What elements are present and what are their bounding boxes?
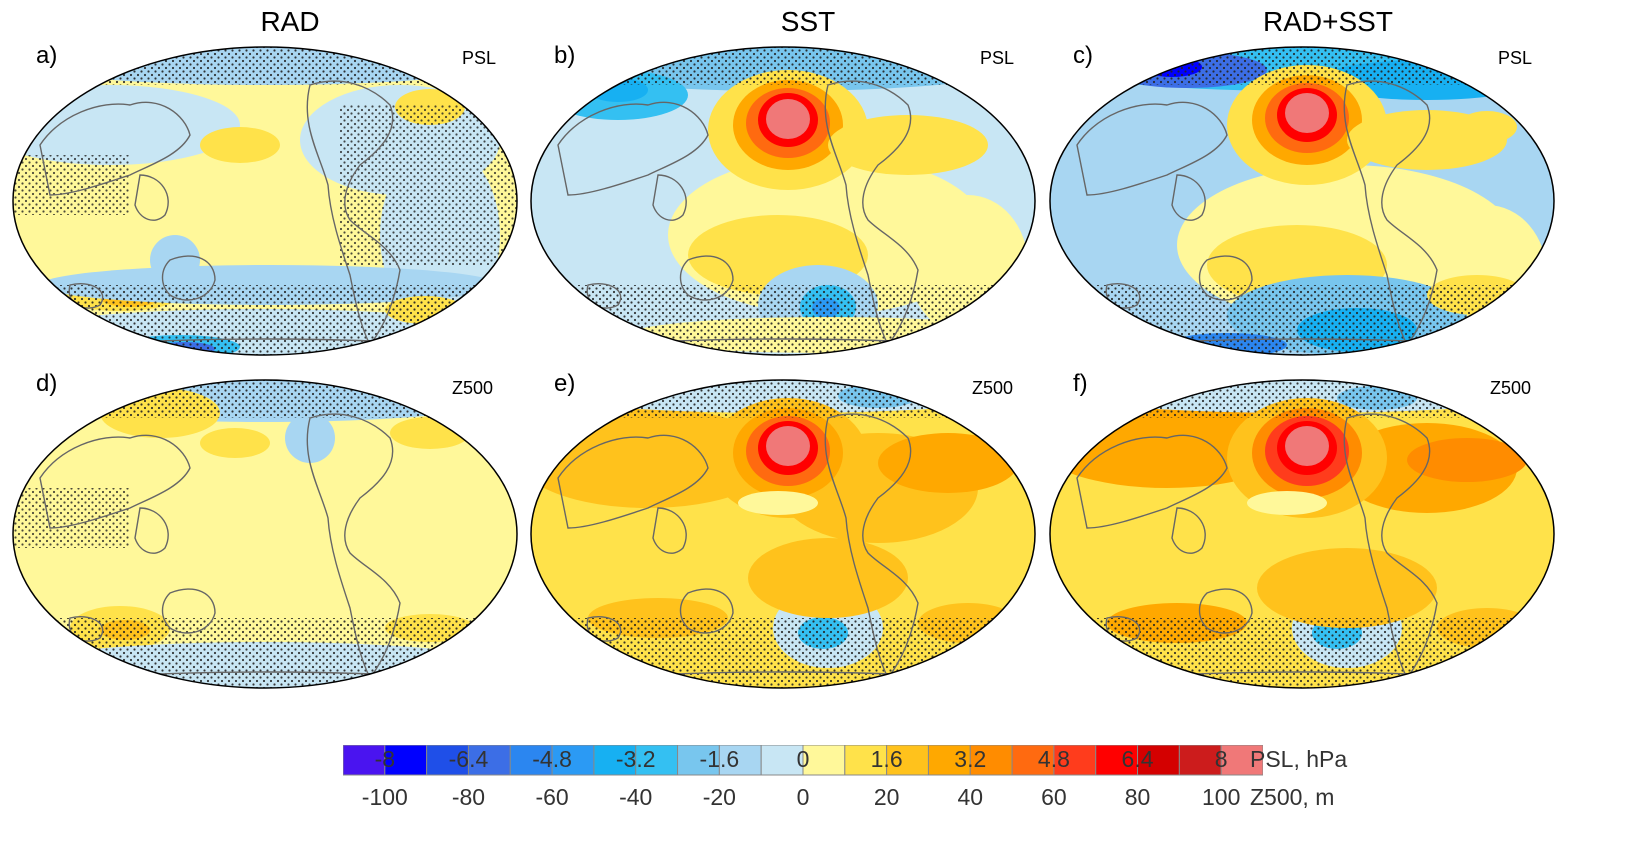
continent-outlines: [39, 80, 441, 347]
map-panel-b: [530, 46, 1036, 356]
colorbar-z500-unit: Z500, m: [1250, 784, 1335, 810]
map-border: [530, 379, 1036, 689]
colorbar-tick-label: -80: [451, 784, 486, 810]
colorbar-swatch: [426, 745, 469, 776]
panel-variable-d: Z500: [452, 378, 494, 398]
colorbar-psl-unit: PSL, hPa: [1250, 746, 1348, 772]
panel-variable-e: Z500: [972, 378, 1014, 398]
anomaly-contour: [200, 428, 270, 458]
colorbar-swatch: [1220, 745, 1263, 776]
colorbar-tick-label: -100: [361, 784, 408, 810]
anomaly-contour: [1247, 491, 1327, 515]
anomaly-contour: [1407, 438, 1527, 482]
panel-letter-c: c): [1073, 42, 1093, 69]
anomaly-contour: [285, 413, 335, 463]
column-title-rad: RAD: [260, 6, 320, 37]
colorbar-swatch: [509, 745, 553, 776]
column-title-rad-sst: RAD+SST: [1263, 6, 1393, 37]
continent-outlines: [557, 413, 959, 680]
anomaly-contour: [766, 426, 810, 466]
colorbar-tick-label: -40: [619, 784, 653, 810]
colorbar-tick-label: 0: [796, 746, 810, 772]
colorbar-tick-label: 8: [1214, 746, 1228, 772]
colorbar-tick-label: 100: [1201, 784, 1241, 810]
colorbar-tick-label: -60: [535, 784, 569, 810]
anomaly-contour: [828, 115, 988, 175]
colorbar-tick-label: 3.2: [954, 746, 987, 772]
map-panel-a: [12, 46, 518, 356]
colorbar-tick-label: -6.4: [448, 746, 489, 772]
colorbar-tick-label: -4.8: [532, 746, 572, 772]
map-border: [1049, 379, 1555, 689]
colorbar-tick-label: 40: [957, 784, 984, 810]
map-panel-f: [1049, 379, 1555, 689]
panel-variable-f: Z500: [1490, 378, 1532, 398]
map-field: [1050, 380, 1554, 688]
anomaly-contour: [200, 127, 280, 163]
colorbar-swatch: [1011, 745, 1055, 776]
colorbar-swatch: [343, 745, 386, 776]
map-field: [1050, 47, 1554, 355]
colorbar-tick-label: -3.2: [615, 746, 656, 772]
anomaly-contour: [1285, 426, 1329, 466]
panel-letter-d: d): [36, 370, 58, 397]
colorbar-tick-label: 1.6: [870, 746, 903, 772]
anomaly-contour: [150, 235, 200, 285]
map-border: [530, 46, 1036, 356]
colorbar: [343, 745, 1263, 776]
map-panel-e: [530, 379, 1036, 689]
anomaly-contour: [1457, 111, 1517, 143]
colorbar-tick-label: 60: [1041, 784, 1067, 810]
map-border: [12, 46, 518, 356]
panel-letter-a: a): [36, 42, 58, 69]
colorbar-swatch: [802, 745, 846, 776]
colorbar-swatch: [635, 745, 679, 776]
map-panel-d: [12, 379, 518, 689]
map-border: [1049, 46, 1555, 356]
continent-outlines: [39, 413, 441, 680]
map-field: [531, 380, 1035, 688]
map-field: [13, 47, 517, 355]
colorbar-swatch: [844, 745, 888, 776]
anomaly-contour: [766, 99, 810, 139]
continent-outlines: [1076, 80, 1478, 347]
panel-variable-a: PSL: [462, 48, 497, 68]
colorbar-tick-label: 6.4: [1121, 746, 1154, 772]
colorbar-tick-label: 20: [873, 784, 900, 810]
map-field: [13, 380, 517, 688]
colorbar-swatch: [886, 745, 929, 776]
panel-letter-f: f): [1073, 370, 1088, 397]
panel-letter-b: b): [554, 42, 576, 69]
colorbar-tick-label: -8: [374, 746, 396, 772]
colorbar-tick-label: 0: [796, 784, 810, 810]
anomaly-contour: [748, 538, 908, 618]
colorbar-tick-label: -20: [702, 784, 736, 810]
panel-variable-c: PSL: [1498, 48, 1533, 68]
colorbar-swatch: [467, 745, 511, 776]
map-field: [531, 47, 1035, 355]
anomaly-contour: [1285, 93, 1329, 133]
panel-variable-b: PSL: [980, 48, 1015, 68]
colorbar-tick-label: 80: [1124, 784, 1151, 810]
continent-outlines: [557, 80, 959, 347]
colorbar-swatch: [927, 745, 971, 776]
anomaly-contour: [1257, 548, 1437, 628]
continent-outlines: [1076, 413, 1478, 680]
panel-letter-e: e): [554, 370, 576, 397]
colorbar-tick-label: -1.6: [699, 746, 740, 772]
colorbar-swatch: [760, 745, 804, 776]
colorbar-swatch: [593, 745, 637, 776]
map-border: [12, 379, 518, 689]
anomaly-contour: [738, 491, 818, 515]
colorbar-tick-label: 4.8: [1037, 746, 1070, 772]
colorbar-swatch: [1095, 745, 1139, 776]
column-title-sst: SST: [780, 6, 836, 37]
anomaly-contour: [878, 433, 1018, 493]
map-panel-c: [1049, 46, 1555, 356]
colorbar-swatch: [384, 745, 428, 776]
